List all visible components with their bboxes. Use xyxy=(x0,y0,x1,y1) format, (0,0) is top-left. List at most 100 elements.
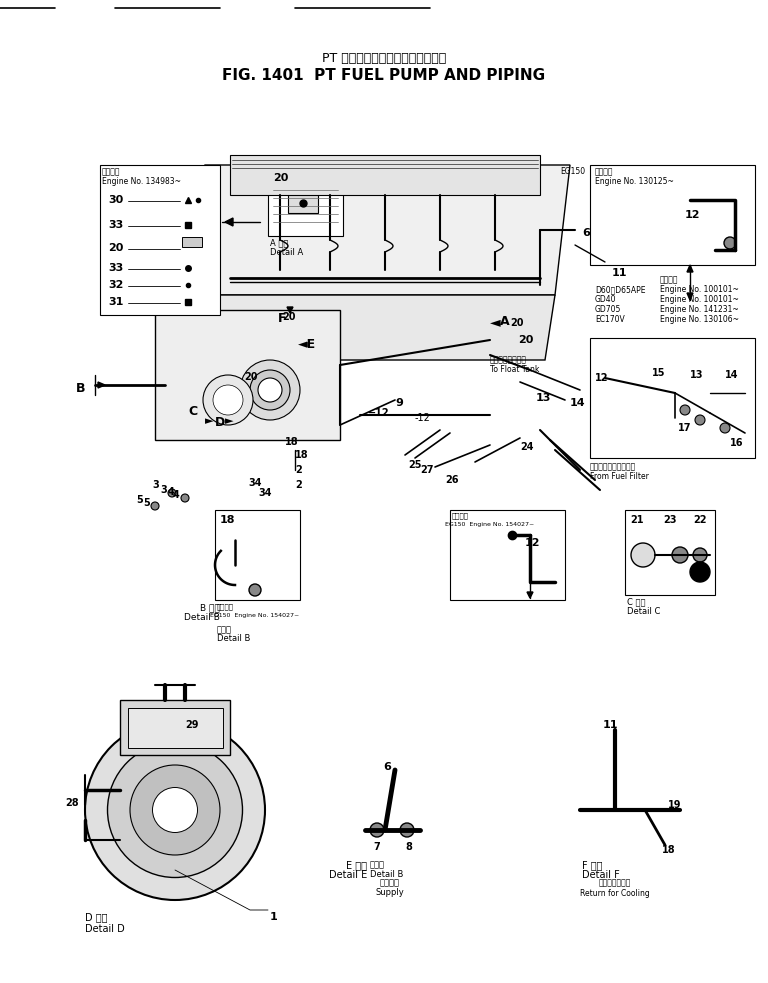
Text: 27: 27 xyxy=(420,465,433,475)
Text: 14: 14 xyxy=(725,370,739,380)
Bar xyxy=(182,237,202,247)
Circle shape xyxy=(249,584,261,596)
Text: 29: 29 xyxy=(185,720,198,730)
Circle shape xyxy=(181,494,189,502)
Text: C 詳細: C 詳細 xyxy=(627,597,645,606)
Text: A: A xyxy=(500,315,510,328)
Text: Supply: Supply xyxy=(376,888,405,897)
Polygon shape xyxy=(230,155,540,195)
Polygon shape xyxy=(687,265,693,272)
Bar xyxy=(128,708,223,748)
Text: ►: ► xyxy=(205,416,214,426)
Text: 日記第: 日記第 xyxy=(217,625,232,634)
Circle shape xyxy=(250,370,290,410)
Circle shape xyxy=(240,360,300,420)
Text: 18: 18 xyxy=(285,437,299,447)
Text: Detail B: Detail B xyxy=(184,613,220,622)
Text: 2: 2 xyxy=(295,465,302,475)
Text: 1: 1 xyxy=(270,912,278,922)
Polygon shape xyxy=(185,165,570,295)
Text: Detail B: Detail B xyxy=(217,634,250,643)
Text: Engine No. 130125~: Engine No. 130125~ xyxy=(595,177,674,186)
Circle shape xyxy=(693,548,707,562)
Text: C: C xyxy=(188,405,197,418)
Text: GD705: GD705 xyxy=(595,305,621,314)
Circle shape xyxy=(258,378,282,402)
Text: 34: 34 xyxy=(248,478,261,488)
Text: From Fuel Filter: From Fuel Filter xyxy=(590,472,649,481)
Polygon shape xyxy=(287,307,293,313)
Circle shape xyxy=(631,543,655,567)
Text: 11: 11 xyxy=(612,268,627,278)
Text: 19: 19 xyxy=(668,800,681,810)
Text: 17: 17 xyxy=(678,423,691,433)
Text: 5: 5 xyxy=(143,498,150,508)
Text: 23: 23 xyxy=(663,515,677,525)
Polygon shape xyxy=(527,592,533,598)
Text: 20: 20 xyxy=(510,318,524,328)
Text: D60纯D65APE: D60纯D65APE xyxy=(595,285,645,294)
Circle shape xyxy=(695,415,705,425)
Circle shape xyxy=(151,502,159,510)
Text: 13: 13 xyxy=(536,393,551,403)
Text: 適用番号: 適用番号 xyxy=(452,512,469,519)
Text: −12: −12 xyxy=(368,408,389,418)
Bar xyxy=(155,310,340,440)
Polygon shape xyxy=(687,293,693,300)
Text: 11: 11 xyxy=(602,720,617,730)
Text: 2: 2 xyxy=(295,480,302,490)
Text: 21: 21 xyxy=(630,515,644,525)
Circle shape xyxy=(370,823,384,837)
Text: 25: 25 xyxy=(408,460,422,470)
Text: 6: 6 xyxy=(383,762,391,772)
Text: 適用番号: 適用番号 xyxy=(102,167,121,176)
Text: B 詳細: B 詳細 xyxy=(200,603,220,612)
Text: 8: 8 xyxy=(405,842,412,852)
Text: 20: 20 xyxy=(108,243,124,253)
Circle shape xyxy=(168,489,176,497)
Text: Detail D: Detail D xyxy=(85,924,124,934)
Text: 15: 15 xyxy=(652,368,666,378)
Text: 31: 31 xyxy=(108,297,124,307)
Text: 適用番号: 適用番号 xyxy=(217,603,234,609)
Circle shape xyxy=(85,720,265,900)
Text: Engine No. 100101~: Engine No. 100101~ xyxy=(660,285,739,294)
Text: Engine No. 130106~: Engine No. 130106~ xyxy=(660,315,739,324)
Text: Engine No. 141231~: Engine No. 141231~ xyxy=(660,305,739,314)
Text: FIG. 1401  PT FUEL PUMP AND PIPING: FIG. 1401 PT FUEL PUMP AND PIPING xyxy=(223,68,545,83)
Text: 16: 16 xyxy=(730,438,743,448)
Text: 14: 14 xyxy=(570,398,586,408)
Circle shape xyxy=(672,547,688,563)
Text: 18: 18 xyxy=(662,845,676,855)
Polygon shape xyxy=(225,218,233,226)
Circle shape xyxy=(108,742,243,878)
Circle shape xyxy=(153,787,197,833)
Text: 4: 4 xyxy=(168,487,175,497)
Text: GD40: GD40 xyxy=(595,295,617,304)
Circle shape xyxy=(680,405,690,415)
Bar xyxy=(288,193,318,213)
Text: 適用番号: 適用番号 xyxy=(660,275,678,284)
Text: Detail A: Detail A xyxy=(270,248,303,257)
Text: 12: 12 xyxy=(685,210,700,220)
Circle shape xyxy=(400,823,414,837)
Text: 日記第: 日記第 xyxy=(370,860,385,869)
Text: 18: 18 xyxy=(295,450,309,460)
Text: 26: 26 xyxy=(445,475,458,485)
Text: ►: ► xyxy=(225,416,233,426)
Text: Engine No. 100101~: Engine No. 100101~ xyxy=(660,295,739,304)
Text: フュエルフィルタから: フュエルフィルタから xyxy=(590,462,636,471)
Text: 18: 18 xyxy=(220,515,236,525)
Bar xyxy=(100,165,220,315)
Text: リターン冷却側: リターン冷却側 xyxy=(599,878,631,887)
Text: 3: 3 xyxy=(160,485,167,495)
Text: D: D xyxy=(215,416,225,429)
Text: Return for Cooling: Return for Cooling xyxy=(580,889,650,898)
Text: 33: 33 xyxy=(108,263,123,273)
Circle shape xyxy=(690,562,710,582)
Text: EG150  Engine No. 154027~: EG150 Engine No. 154027~ xyxy=(210,613,300,618)
Bar xyxy=(450,510,565,600)
Text: 30: 30 xyxy=(108,195,123,205)
Text: 6: 6 xyxy=(582,228,590,238)
Text: 20: 20 xyxy=(273,173,288,183)
